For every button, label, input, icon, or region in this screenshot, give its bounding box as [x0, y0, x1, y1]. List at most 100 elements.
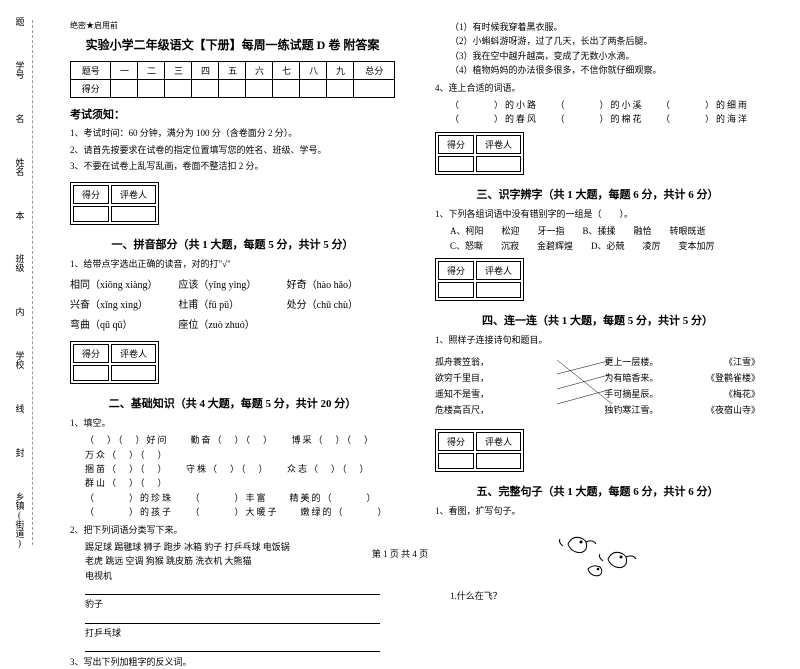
score-summary-table: 题号 一 二 三 四 五 六 七 八 九 总分 得分 — [70, 61, 395, 98]
score-box: 得分评卷人 — [70, 341, 159, 384]
table-row: 题号 一 二 三 四 五 六 七 八 九 总分 — [71, 62, 395, 80]
question: 1、照样子连接诗句和题目。 — [435, 333, 760, 347]
question: 2、把下列词语分类写下来。 — [70, 523, 395, 537]
pinyin-item: 杜甫（fū pǔ） — [178, 296, 286, 311]
score-header: 八 — [300, 62, 327, 80]
pinyin-item: 处分（chǔ chù） — [287, 296, 395, 311]
score-label: 得分 — [438, 432, 474, 451]
pinyin-item: 应该（yīng yìng） — [178, 276, 286, 291]
score-header: 九 — [327, 62, 354, 80]
pinyin-item: 兴奋（xīng xìng） — [70, 296, 178, 311]
side-label: 乡镇(街道) — [14, 492, 27, 548]
match-title: 《江雪》 — [658, 355, 760, 368]
pinyin-item: 相同（xiōng xiàng） — [70, 276, 178, 291]
pinyin-item: 弯曲（qū qǔ） — [70, 316, 178, 331]
sentence-item: （3）我在空中越升越高，变成了无数小水滴。 — [450, 49, 760, 63]
fill-blank: （ ）的珍珠 （ ）丰富 精美的（ ） — [85, 491, 395, 505]
side-binding-labels: 题 学号 名 姓名 本 班级 内 学校 线 封 乡镇(街道) — [5, 0, 35, 565]
fill-blank: （ ）的孩子 （ ）大暖子 嫩绿的（ ） — [85, 505, 395, 519]
sentence-item: （1）有时候我穿着黑衣服。 — [450, 20, 760, 34]
pinyin-item: 座位（zuò zhuó） — [178, 316, 286, 331]
section-1-title: 一、拼音部分（共 1 大题，每题 5 分，共计 5 分） — [70, 236, 395, 252]
question: 1、填空。 — [70, 416, 395, 430]
score-header: 二 — [138, 62, 165, 80]
category-label: 电视机 — [85, 569, 395, 583]
question: 4、连上合适的词语。 — [435, 81, 760, 95]
option-row: A、柯阳 松迎 牙一指 B、揉揉 融恰 转眼既逝 — [450, 224, 760, 238]
score-header: 五 — [219, 62, 246, 80]
score-row-label: 得分 — [71, 80, 111, 98]
section-3-title: 三、识字辨字（共 1 大题，每题 6 分，共计 6 分） — [435, 186, 760, 202]
match-blank: （ ）的小路 （ ）的小溪 （ ）的细雨 — [450, 98, 760, 112]
score-box: 得分评卷人 — [435, 429, 524, 472]
match-title: 《梅花》 — [658, 387, 760, 400]
match-item: 遥知不是雪， — [435, 387, 557, 400]
score-header: 一 — [111, 62, 138, 80]
score-box: 得分评卷人 — [435, 258, 524, 301]
category-label: 豹子 — [85, 597, 395, 611]
match-item: 危楼高百尺， — [435, 403, 557, 416]
notice-item: 2、请首先按要求在试卷的指定位置填写您的姓名、班级、学号。 — [70, 144, 395, 158]
question: 1、给带点字选出正确的读音，对的打"√" — [70, 257, 395, 271]
score-label: 得分 — [73, 344, 109, 363]
answer-line — [85, 614, 380, 624]
section-4-title: 四、连一连（共 1 大题，每题 5 分，共计 5 分） — [435, 312, 760, 328]
question: 1、看图，扩写句子。 — [435, 504, 760, 518]
score-label: 评卷人 — [476, 135, 521, 154]
notice-title: 考试须知： — [70, 106, 395, 122]
notice-item: 1、考试时间：60 分钟，满分为 100 分（含卷面分 2 分）。 — [70, 127, 395, 141]
match-lines: 更上一层楼。 为有暗香来。 手可摘星辰。 独钓寒江雪。 — [557, 352, 659, 419]
confidential-mark: 绝密★启用前 — [70, 20, 395, 31]
side-label: 姓名 — [14, 158, 27, 176]
pinyin-item: 好奇（hào hǎo） — [287, 276, 395, 291]
answer-line — [85, 642, 380, 652]
score-label: 得分 — [438, 261, 474, 280]
side-marks: 线 — [14, 404, 27, 413]
question: 3、写出下列加粗字的反义词。 — [70, 655, 395, 669]
right-column: （1）有时候我穿着黑衣服。 （2）小蝌蚪游呀游，过了几天，长出了两条后腿。 （3… — [425, 20, 770, 545]
match-titles-col: 《江雪》 《登鹳雀楼》 《梅花》 《夜宿山寺》 — [658, 352, 760, 419]
exam-title: 实验小学二年级语文【下册】每周一练试题 D 卷 附答案 — [70, 36, 395, 53]
sentence-item: （2）小蝌蚪游呀游，过了几天，长出了两条后腿。 — [450, 34, 760, 48]
section-2-title: 二、基础知识（共 4 大题，每题 5 分，共计 20 分） — [70, 395, 395, 411]
notice-item: 3、不要在试卷上乱写乱画，卷面不整洁扣 2 分。 — [70, 160, 395, 174]
fill-blank: 捆苗（ ）（ ） 守株（ ）（ ） 众志（ ）（ ） 群山（ ）（ ） — [85, 462, 395, 491]
category-label: 打乒乓球 — [85, 626, 395, 640]
matching-section: 孤舟蓑笠翁， 欲穷千里目， 遥知不是雪， 危楼高百尺， 更上一层楼。 为有暗香来… — [435, 352, 760, 419]
match-item: 孤舟蓑笠翁， — [435, 355, 557, 368]
score-header: 四 — [192, 62, 219, 80]
score-label: 评卷人 — [111, 344, 156, 363]
option-row: C、怒嘶 沉寂 金碧辉煌 D、必兢 凌厉 变本加厉 — [450, 239, 760, 253]
answer-line — [85, 585, 380, 595]
score-label: 评卷人 — [476, 261, 521, 280]
fold-line — [32, 20, 33, 545]
score-label: 评卷人 — [476, 432, 521, 451]
side-label: 班级 — [14, 254, 27, 272]
score-box: 得分评卷人 — [70, 182, 159, 225]
score-header: 三 — [165, 62, 192, 80]
score-header: 六 — [246, 62, 273, 80]
score-label: 评卷人 — [111, 185, 156, 204]
side-label: 学校 — [14, 351, 27, 369]
score-header: 题号 — [71, 62, 111, 80]
birds-illustration — [548, 524, 648, 584]
question: 1、下列各组词语中没有错别字的一组是（ ）。 — [435, 207, 760, 221]
match-title: 《夜宿山寺》 — [658, 403, 760, 416]
pinyin-row: 相同（xiōng xiàng） 应该（yīng yìng） 好奇（hào hǎo… — [70, 276, 395, 291]
sentence-item: （4）植物妈妈的办法很多很多，不信你就仔细观察。 — [450, 63, 760, 77]
match-blank: （ ）的春风 （ ）的棉花 （ ）的海洋 — [450, 112, 760, 126]
match-left-col: 孤舟蓑笠翁， 欲穷千里目， 遥知不是雪， 危楼高百尺， — [435, 352, 557, 419]
side-label: 学号 — [14, 61, 27, 79]
side-marks: 名 — [14, 114, 27, 123]
section-5-title: 五、完整句子（共 1 大题，每题 6 分，共计 6 分） — [435, 483, 760, 499]
page-number: 第 1 页 共 4 页 — [372, 547, 428, 560]
pinyin-row: 弯曲（qū qǔ） 座位（zuò zhuó） — [70, 316, 395, 331]
score-box: 得分评卷人 — [435, 132, 524, 175]
score-label: 得分 — [73, 185, 109, 204]
score-label: 得分 — [438, 135, 474, 154]
score-header: 七 — [273, 62, 300, 80]
side-marks: 题 — [14, 17, 27, 26]
sub-question: 1.什么在飞？ — [450, 589, 760, 603]
pinyin-row: 兴奋（xīng xìng） 杜甫（fū pǔ） 处分（chǔ chù） — [70, 296, 395, 311]
left-column: 绝密★启用前 实验小学二年级语文【下册】每周一练试题 D 卷 附答案 题号 一 … — [60, 20, 405, 545]
